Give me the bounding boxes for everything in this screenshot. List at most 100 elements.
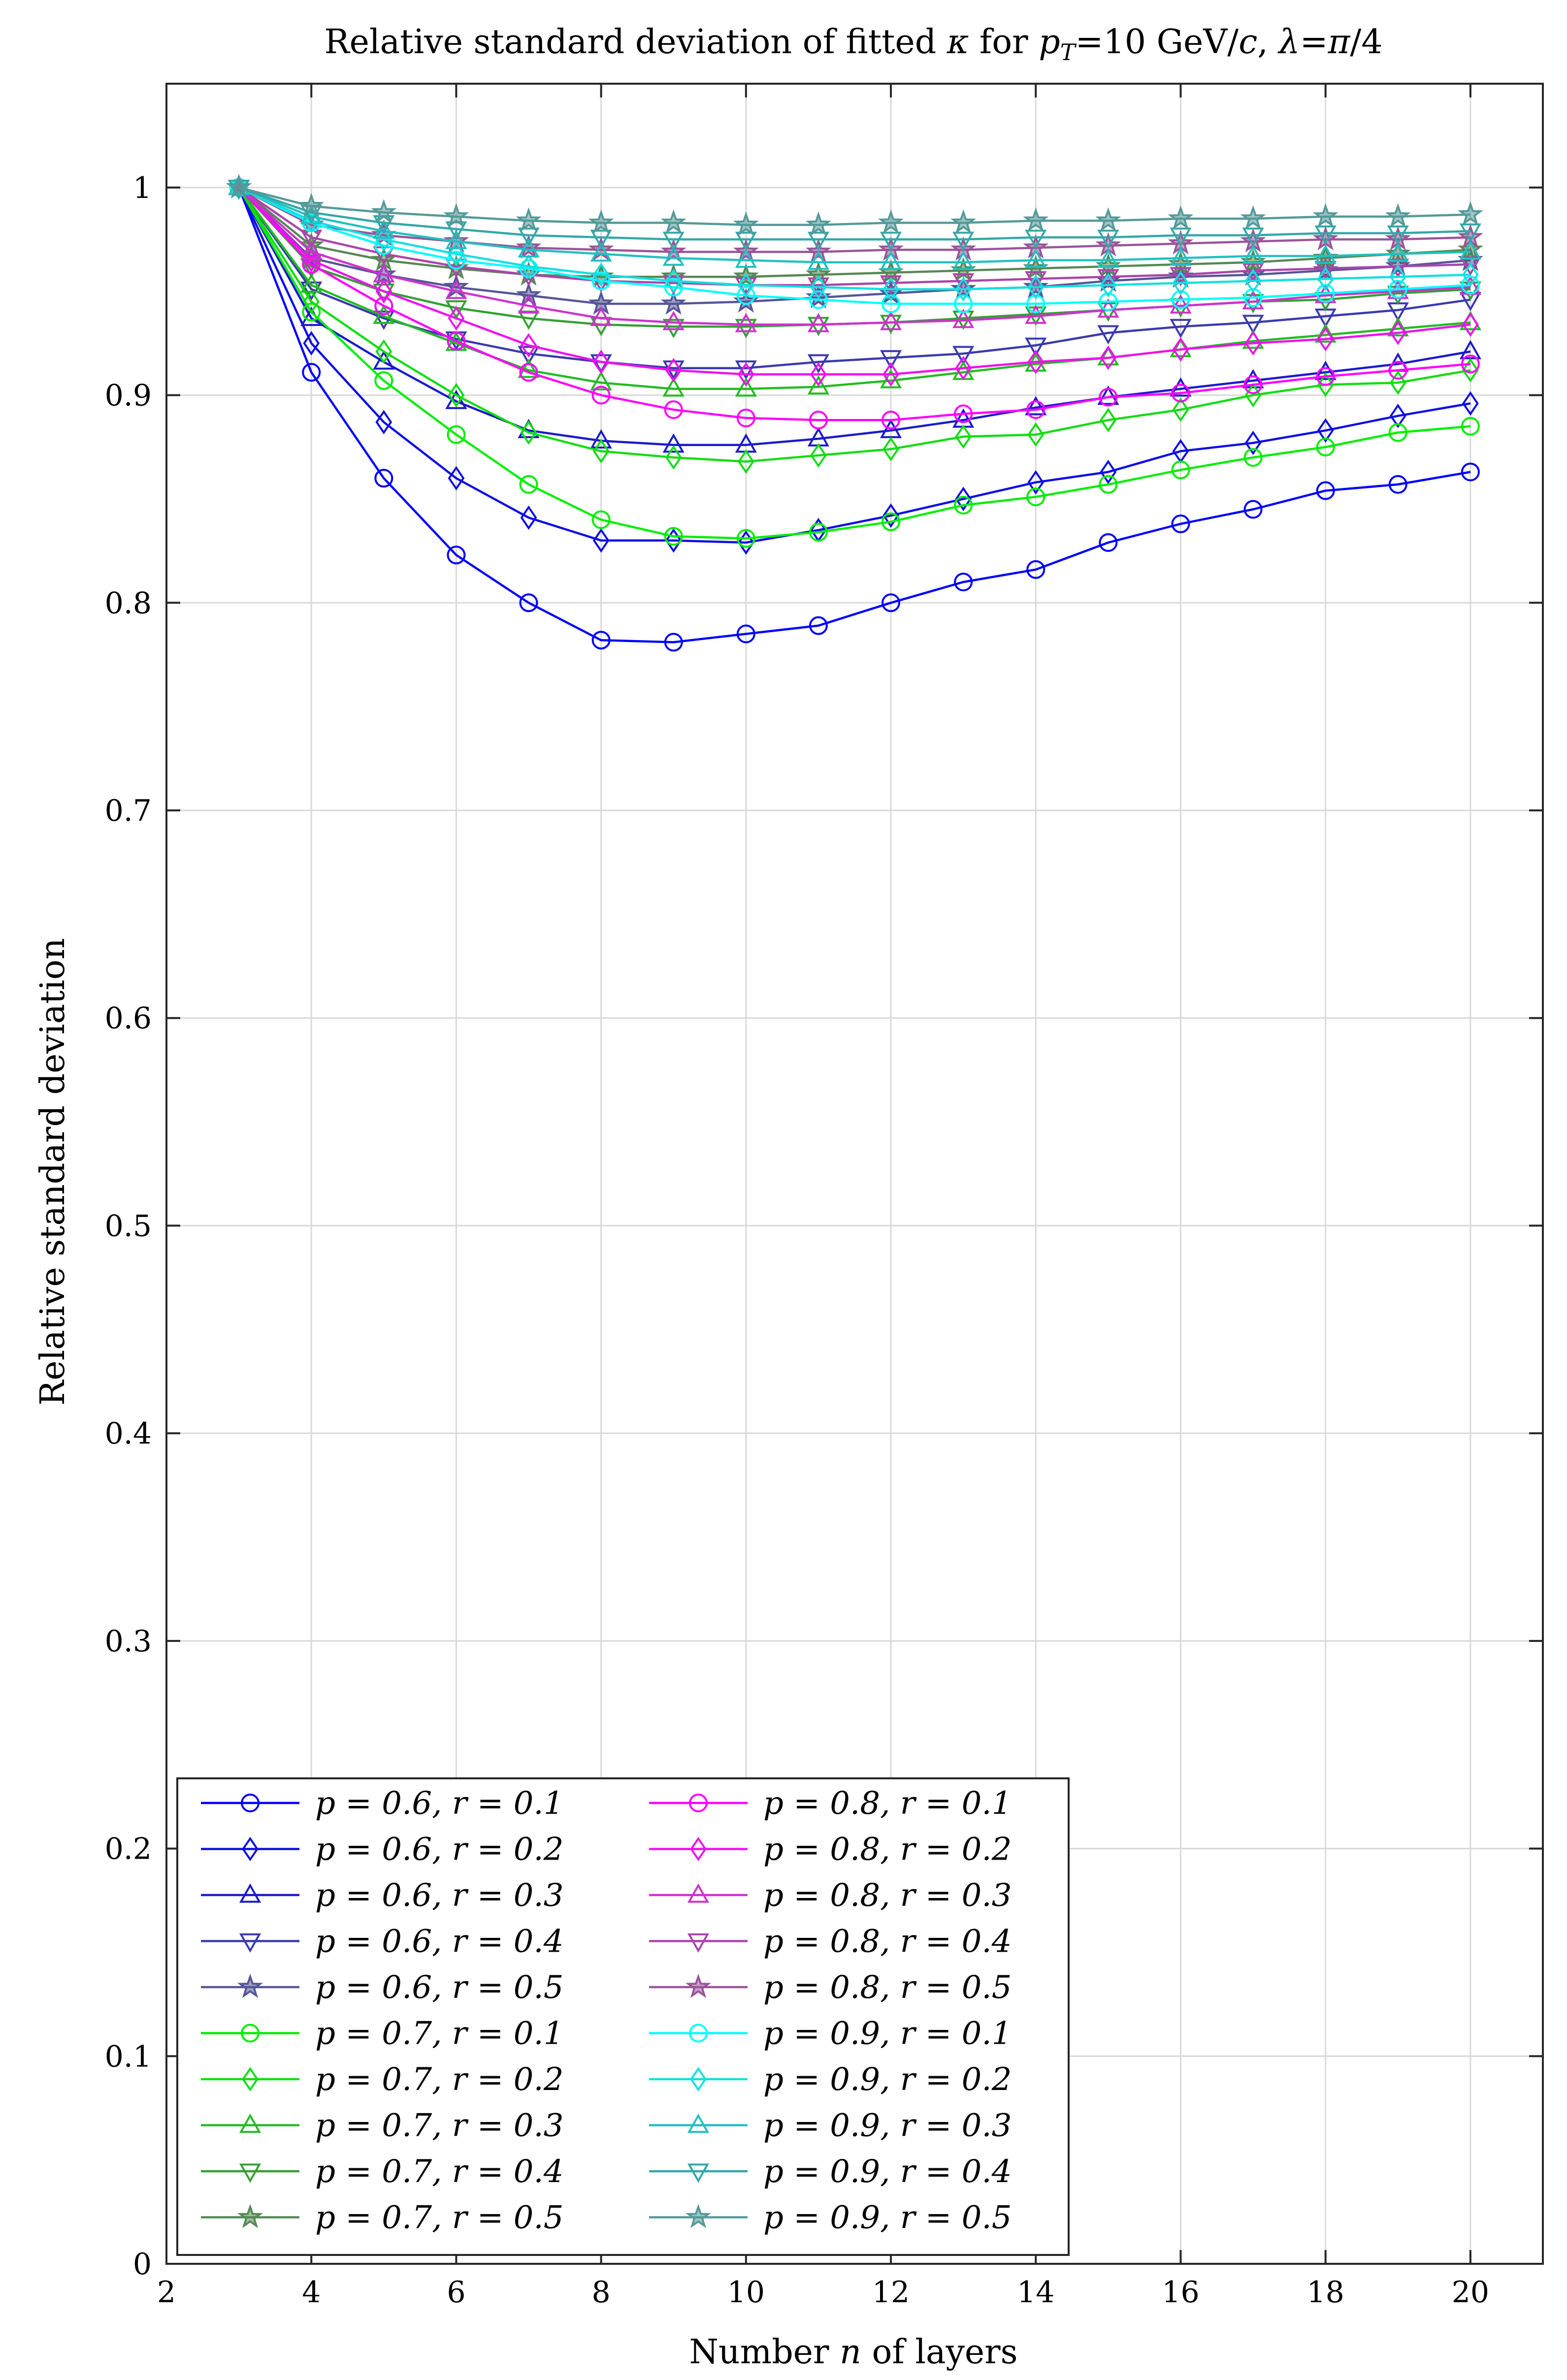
legend-marker [239, 2163, 261, 2183]
legend-item: p = 0.6, r = 0.5 [201, 1969, 563, 2006]
series-line [238, 186, 1470, 226]
data-point [952, 309, 975, 328]
legend-label: p = 0.9, r = 0.1 [763, 2016, 1012, 2052]
legend-item: p = 0.9, r = 0.4 [649, 2154, 1012, 2190]
legend-marker [242, 1836, 259, 1862]
series-line [238, 187, 1471, 376]
data-point [952, 273, 975, 293]
data-point [882, 437, 899, 462]
legend-item: p = 0.8, r = 0.5 [649, 1969, 1012, 2006]
y-tick-label: 0.3 [105, 1624, 152, 1659]
data-point [735, 248, 757, 268]
legend-label: p = 0.9, r = 0.5 [763, 2200, 1012, 2236]
data-point [371, 199, 397, 224]
legend-label: p = 0.8, r = 0.5 [763, 1969, 1012, 2006]
axis-ticks: 2 4 6 8 10 12 14 16 18 20 0 0.1 0.2 0.3 0.4 0.5 0.6 0.7 0.… [105, 84, 1543, 2310]
data-point [1387, 242, 1409, 262]
data-point [880, 315, 902, 334]
data-point [518, 294, 540, 314]
x-tick-label: 20 [1452, 2275, 1489, 2310]
data-point [1027, 275, 1045, 300]
series-line [238, 187, 1471, 421]
data-point [375, 279, 392, 304]
data-point [737, 362, 754, 387]
data-point [807, 251, 830, 270]
data-point [880, 231, 902, 251]
data-point [880, 251, 902, 270]
data-point [592, 528, 610, 553]
title-kappa: κ [947, 23, 969, 62]
data-point [375, 339, 392, 364]
data-point [1097, 325, 1119, 345]
series-12 [230, 175, 1479, 387]
data-point [955, 486, 972, 512]
legend-label: p = 0.8, r = 0.2 [763, 1832, 1012, 1868]
data-point [518, 227, 540, 247]
data-point [519, 363, 538, 382]
data-point [882, 362, 899, 387]
legend-item: p = 0.7, r = 0.5 [201, 2200, 563, 2236]
title-mid: =10 GeV/ [1076, 23, 1239, 62]
data-point [809, 616, 828, 635]
series-20 [226, 174, 1483, 236]
data-point [662, 231, 685, 251]
data-point [664, 278, 683, 297]
legend-marker [241, 2024, 260, 2043]
data-point [1023, 207, 1049, 232]
data-point [1316, 284, 1335, 303]
legend-label: p = 0.7, r = 0.2 [315, 2061, 563, 2098]
legend-label: p = 0.6, r = 0.2 [315, 1832, 563, 1868]
data-point [1100, 459, 1117, 484]
y-tick-label: 1 [133, 171, 152, 205]
legend-label: p = 0.6, r = 0.4 [315, 1924, 563, 1960]
data-point [303, 289, 320, 314]
data-point [373, 246, 395, 266]
legend-marker [690, 1836, 707, 1862]
data-point [447, 546, 466, 565]
data-point [1099, 533, 1118, 552]
data-point [735, 277, 757, 297]
x-tick-label: 12 [872, 2275, 910, 2310]
data-point [1170, 294, 1192, 314]
data-point [737, 273, 754, 297]
data-point [662, 319, 685, 339]
data-point [809, 522, 828, 542]
data-point [445, 221, 467, 241]
data-point [518, 358, 540, 378]
data-point [1314, 323, 1337, 343]
x-tick-label: 8 [592, 2275, 611, 2310]
data-point [1242, 369, 1264, 388]
legend-label: p = 0.9, r = 0.2 [763, 2061, 1012, 2098]
data-point [805, 211, 832, 236]
data-point [591, 386, 611, 405]
data-point [807, 313, 830, 332]
legend-item: p = 0.9, r = 0.3 [649, 2108, 1012, 2144]
data-point [300, 281, 323, 301]
data-point [1314, 360, 1337, 380]
series-line [238, 186, 1470, 290]
title-comma: , [1257, 23, 1278, 62]
x-tick-label: 10 [727, 2275, 765, 2310]
data-point [736, 529, 755, 548]
legend-marker [689, 2024, 708, 2043]
data-point [735, 377, 757, 397]
data-point [664, 400, 683, 419]
legend-item: p = 0.8, r = 0.1 [649, 1785, 1012, 1822]
data-point [1243, 500, 1263, 519]
y-axis-label: Relative standard deviation [33, 938, 72, 1406]
title-prefix: Relative standard deviation of fitted [324, 23, 947, 62]
data-point [736, 286, 755, 305]
data-point [373, 263, 395, 283]
data-point [1317, 326, 1334, 352]
data-point [737, 449, 754, 474]
legend-item: p = 0.9, r = 0.1 [649, 2016, 1012, 2052]
data-point [950, 209, 977, 234]
data-point [954, 573, 973, 592]
data-point [1025, 229, 1047, 249]
data-point [519, 475, 538, 494]
data-point [591, 510, 611, 529]
data-point [955, 355, 972, 381]
data-point [1462, 391, 1479, 416]
data-point [810, 443, 827, 468]
legend-label: p = 0.7, r = 0.4 [315, 2154, 563, 2190]
